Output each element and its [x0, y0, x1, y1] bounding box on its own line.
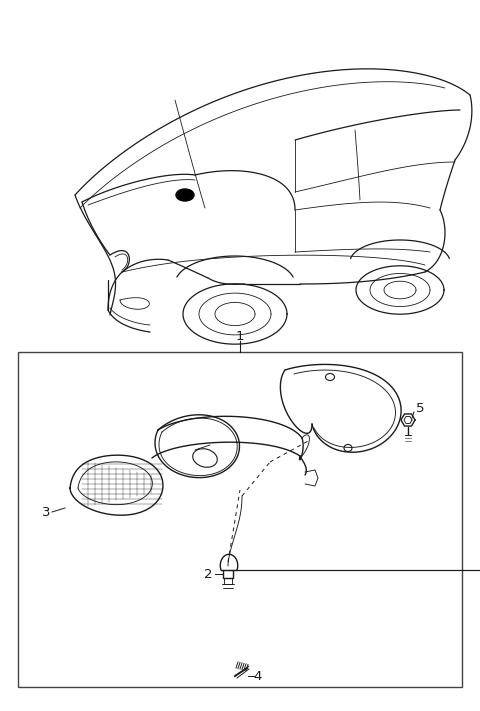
- Text: 3: 3: [42, 506, 50, 518]
- Text: 4: 4: [254, 670, 262, 683]
- Text: 2: 2: [204, 567, 212, 580]
- Ellipse shape: [176, 189, 194, 201]
- Text: 1: 1: [236, 329, 244, 343]
- Text: 5: 5: [416, 402, 424, 415]
- Bar: [18, 352, 462, 687]
